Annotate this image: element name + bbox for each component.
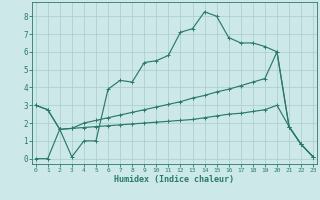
X-axis label: Humidex (Indice chaleur): Humidex (Indice chaleur) xyxy=(115,175,234,184)
